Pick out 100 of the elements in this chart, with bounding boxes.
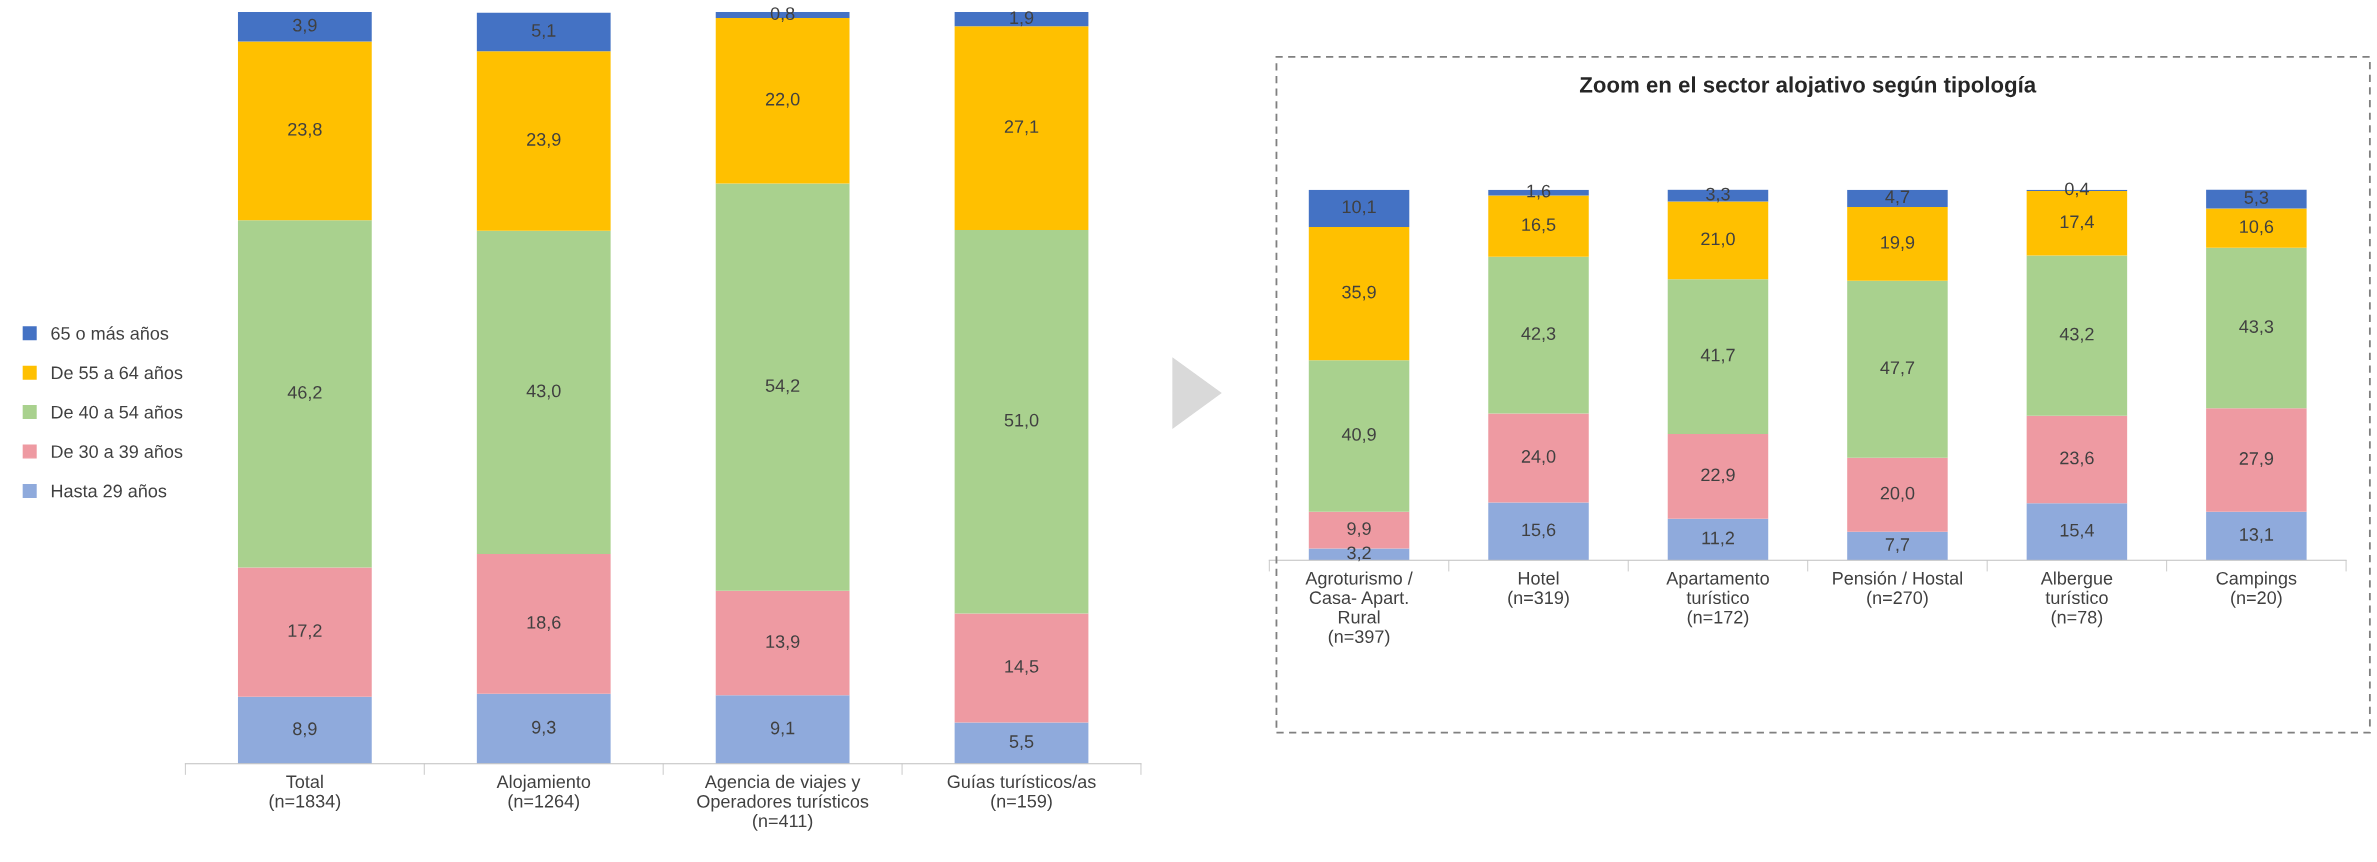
- bar: [954, 12, 1089, 27]
- bar: [237, 41, 372, 221]
- data-label: 40,9: [1341, 428, 1376, 443]
- x-tick-label: Guías turísticos/as (n=159): [947, 774, 1096, 812]
- data-label: 5,5: [1009, 735, 1034, 751]
- data-label: 5,3: [2244, 191, 2269, 207]
- data-label: 43,0: [526, 384, 561, 400]
- data-label: 27,1: [1004, 120, 1039, 136]
- bar: [237, 12, 372, 42]
- data-label: 43,2: [2059, 327, 2094, 343]
- data-label: 13,9: [766, 635, 800, 651]
- bar: [715, 183, 850, 591]
- data-label: 17,4: [2060, 215, 2094, 231]
- data-label: 3,3: [1706, 187, 1730, 203]
- data-label: 10,1: [1342, 200, 1376, 216]
- data-label: 9,1: [770, 721, 795, 737]
- data-label: 23,9: [527, 133, 561, 148]
- data-label: 19,9: [1881, 236, 1915, 251]
- data-label: 9,9: [1347, 522, 1371, 538]
- x-tick-label: Campings (n=20): [2216, 571, 2297, 608]
- bar: [2206, 247, 2307, 409]
- bar: [2026, 415, 2128, 504]
- bar: [1308, 227, 1410, 361]
- bar: [1488, 502, 1589, 561]
- data-label: 4,7: [1885, 190, 1910, 206]
- bar: [2206, 511, 2307, 561]
- bar: [476, 12, 611, 52]
- x-tick-label: Agroturismo / Casa- Apart. Rural (n=397): [1305, 571, 1413, 647]
- bar: [1847, 457, 1948, 532]
- chart-title: Zoom en el sector alojativo según tipología: [1579, 76, 2037, 98]
- legend-label: Hasta 29 años: [51, 484, 167, 498]
- bar: [2026, 503, 2128, 561]
- bar: [237, 567, 372, 697]
- legend-label: De 30 a 39 años: [51, 444, 183, 459]
- bar: [954, 26, 1089, 231]
- data-label: 5,1: [531, 24, 556, 39]
- bar: [1308, 360, 1410, 512]
- data-label: 20,0: [1880, 486, 1915, 502]
- legend-label: 65 o más años: [51, 326, 169, 340]
- bar: [476, 554, 611, 694]
- legend-label: De 55 a 64 años: [51, 366, 183, 380]
- x-tick-label: Albergue turístico (n=78): [2040, 571, 2113, 628]
- bar: [1667, 201, 1769, 280]
- data-label: 43,3: [2239, 320, 2274, 336]
- data-label: 11,2: [1702, 531, 1734, 547]
- bar: [476, 51, 611, 231]
- bar: [954, 613, 1089, 723]
- data-label: 51,0: [1004, 413, 1039, 429]
- data-label: 46,2: [287, 385, 322, 401]
- data-label: 10,6: [2240, 220, 2274, 236]
- data-label: 13,1: [2240, 528, 2274, 543]
- data-label: 16,5: [1522, 218, 1556, 234]
- bar: [1308, 189, 1410, 228]
- legend-label: De 40 a 54 años: [51, 405, 183, 419]
- data-label: 9,3: [532, 720, 556, 736]
- bar: [237, 220, 372, 568]
- x-tick-label: Hotel (n=319): [1508, 571, 1569, 608]
- bar: [476, 693, 611, 764]
- bar: [2206, 189, 2307, 209]
- bar: [1488, 413, 1589, 503]
- data-label: 21,0: [1701, 232, 1735, 248]
- data-label: 15,6: [1522, 523, 1556, 539]
- bar: [1667, 518, 1769, 561]
- x-tick-label: Apartamento turístico (n=172): [1666, 572, 1769, 628]
- bar: [954, 230, 1089, 614]
- data-label: 22,9: [1701, 468, 1735, 484]
- data-label: 1,9: [1010, 11, 1034, 27]
- data-label: 14,5: [1005, 660, 1039, 675]
- data-label: 22,0: [765, 92, 800, 108]
- bar: [1847, 207, 1948, 281]
- bar: [715, 590, 850, 696]
- data-label: 27,9: [2239, 452, 2274, 468]
- bar: [1667, 279, 1769, 434]
- data-label: 0,4: [2065, 182, 2089, 198]
- data-label: 35,9: [1342, 285, 1376, 301]
- data-label: 41,7: [1700, 348, 1735, 364]
- bar: [1847, 189, 1948, 208]
- data-label: 23,6: [2060, 451, 2094, 467]
- bar: [1488, 256, 1589, 414]
- data-label: 17,2: [288, 624, 322, 640]
- bar: [476, 230, 611, 555]
- bar: [954, 722, 1089, 764]
- bar: [1667, 433, 1769, 519]
- data-label: 42,3: [1521, 327, 1556, 343]
- x-tick-label: Total (n=1834): [269, 774, 341, 812]
- data-label: 8,9: [293, 722, 317, 738]
- data-label: 18,6: [527, 615, 561, 631]
- x-tick-label: Agencia de viajes y Operadores turísticos (n=411): [697, 774, 869, 831]
- data-label: 54,2: [765, 379, 800, 395]
- x-tick-label: Pensión / Hostal (n=270): [1833, 571, 1962, 608]
- x-tick-label: Alojamiento (n=1264): [496, 774, 591, 812]
- bar: [1847, 531, 1948, 561]
- bar: [2206, 408, 2307, 512]
- data-label: 24,0: [1521, 450, 1556, 465]
- data-label: 7,7: [1885, 538, 1910, 554]
- data-label: 15,4: [2060, 524, 2094, 539]
- bar: [1308, 548, 1410, 561]
- data-label: 3,2: [1347, 546, 1371, 562]
- bar: [2026, 255, 2128, 416]
- bar: [2206, 208, 2307, 248]
